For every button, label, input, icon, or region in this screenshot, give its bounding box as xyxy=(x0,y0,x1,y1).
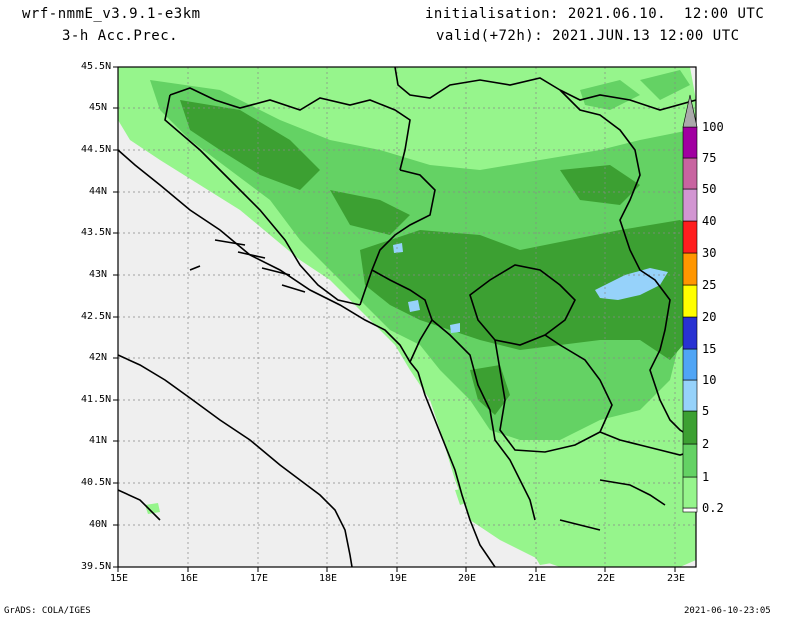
colorbar-swatch-0 xyxy=(682,507,698,513)
footer-credit: GrADS: COLA/IGES xyxy=(4,606,91,616)
footer-timestamp: 2021-06-10-23:05 xyxy=(684,606,771,616)
colorbar-label-10: 10 xyxy=(702,373,717,387)
lat-label-42N: 42N xyxy=(89,352,108,363)
colorbar-label-100: 100 xyxy=(702,120,724,134)
colorbar-swatch-7 xyxy=(682,284,698,318)
lon-label-15E: 15E xyxy=(110,573,129,584)
lat-label-41N: 41N xyxy=(89,435,108,446)
lon-label-20E: 20E xyxy=(458,573,477,584)
lat-label-44.5N: 44.5N xyxy=(81,144,112,155)
lon-label-16E: 16E xyxy=(180,573,199,584)
lat-label-40N: 40N xyxy=(89,519,108,530)
colorbar-swatch-3 xyxy=(682,410,698,445)
colorbar-swatch-11 xyxy=(682,157,698,190)
lat-label-40.5N: 40.5N xyxy=(81,477,112,488)
coastlines-borders xyxy=(118,67,696,567)
lat-label-45N: 45N xyxy=(89,102,108,113)
colorbar-swatch-1 xyxy=(682,476,698,509)
colorbar-swatch-12 xyxy=(682,126,698,159)
colorbar-label-0.2: 0.2 xyxy=(702,501,724,515)
colorbar-label-5: 5 xyxy=(702,404,710,418)
lat-label-45.5N: 45.5N xyxy=(81,61,112,72)
lon-label-17E: 17E xyxy=(250,573,269,584)
colorbar-label-15: 15 xyxy=(702,342,717,356)
colorbar-label-1: 1 xyxy=(702,470,710,484)
axis-ticks xyxy=(113,66,676,572)
colorbar-swatch-5 xyxy=(682,348,698,381)
lat-label-42.5N: 42.5N xyxy=(81,311,112,322)
colorbar-swatch-4 xyxy=(682,379,698,412)
colorbar-label-30: 30 xyxy=(702,246,717,260)
lon-label-23E: 23E xyxy=(667,573,686,584)
colorbar-label-75: 75 xyxy=(702,151,717,165)
colorbar-swatch-9 xyxy=(682,220,698,254)
lat-label-39.5N: 39.5N xyxy=(81,561,112,572)
lat-label-44N: 44N xyxy=(89,186,108,197)
colorbar xyxy=(682,94,698,513)
colorbar-swatch-10 xyxy=(682,188,698,222)
lon-label-22E: 22E xyxy=(597,573,616,584)
model-title: wrf-nmmE_v3.9.1-e3km xyxy=(22,6,201,22)
colorbar-label-20: 20 xyxy=(702,310,717,324)
precip-heavy-area xyxy=(360,220,696,360)
init-time: initialisation: 2021.06.10. 12:00 UTC xyxy=(425,6,765,22)
colorbar-swatch-13 xyxy=(682,94,698,128)
lat-label-43N: 43N xyxy=(89,269,108,280)
colorbar-label-40: 40 xyxy=(702,214,717,228)
colorbar-swatch-8 xyxy=(682,252,698,286)
lon-label-18E: 18E xyxy=(319,573,338,584)
colorbar-label-25: 25 xyxy=(702,278,717,292)
lat-label-41.5N: 41.5N xyxy=(81,394,112,405)
colorbar-label-50: 50 xyxy=(702,182,717,196)
colorbar-label-2: 2 xyxy=(702,437,710,451)
gridlines xyxy=(118,67,696,567)
lat-label-43.5N: 43.5N xyxy=(81,227,112,238)
valid-time: valid(+72h): 2021.JUN.13 12:00 UTC xyxy=(436,28,740,44)
colorbar-swatch-6 xyxy=(682,316,698,350)
lon-label-21E: 21E xyxy=(528,573,547,584)
field-title: 3-h Acc.Prec. xyxy=(62,28,179,44)
colorbar-swatch-2 xyxy=(682,443,698,478)
lon-label-19E: 19E xyxy=(389,573,408,584)
